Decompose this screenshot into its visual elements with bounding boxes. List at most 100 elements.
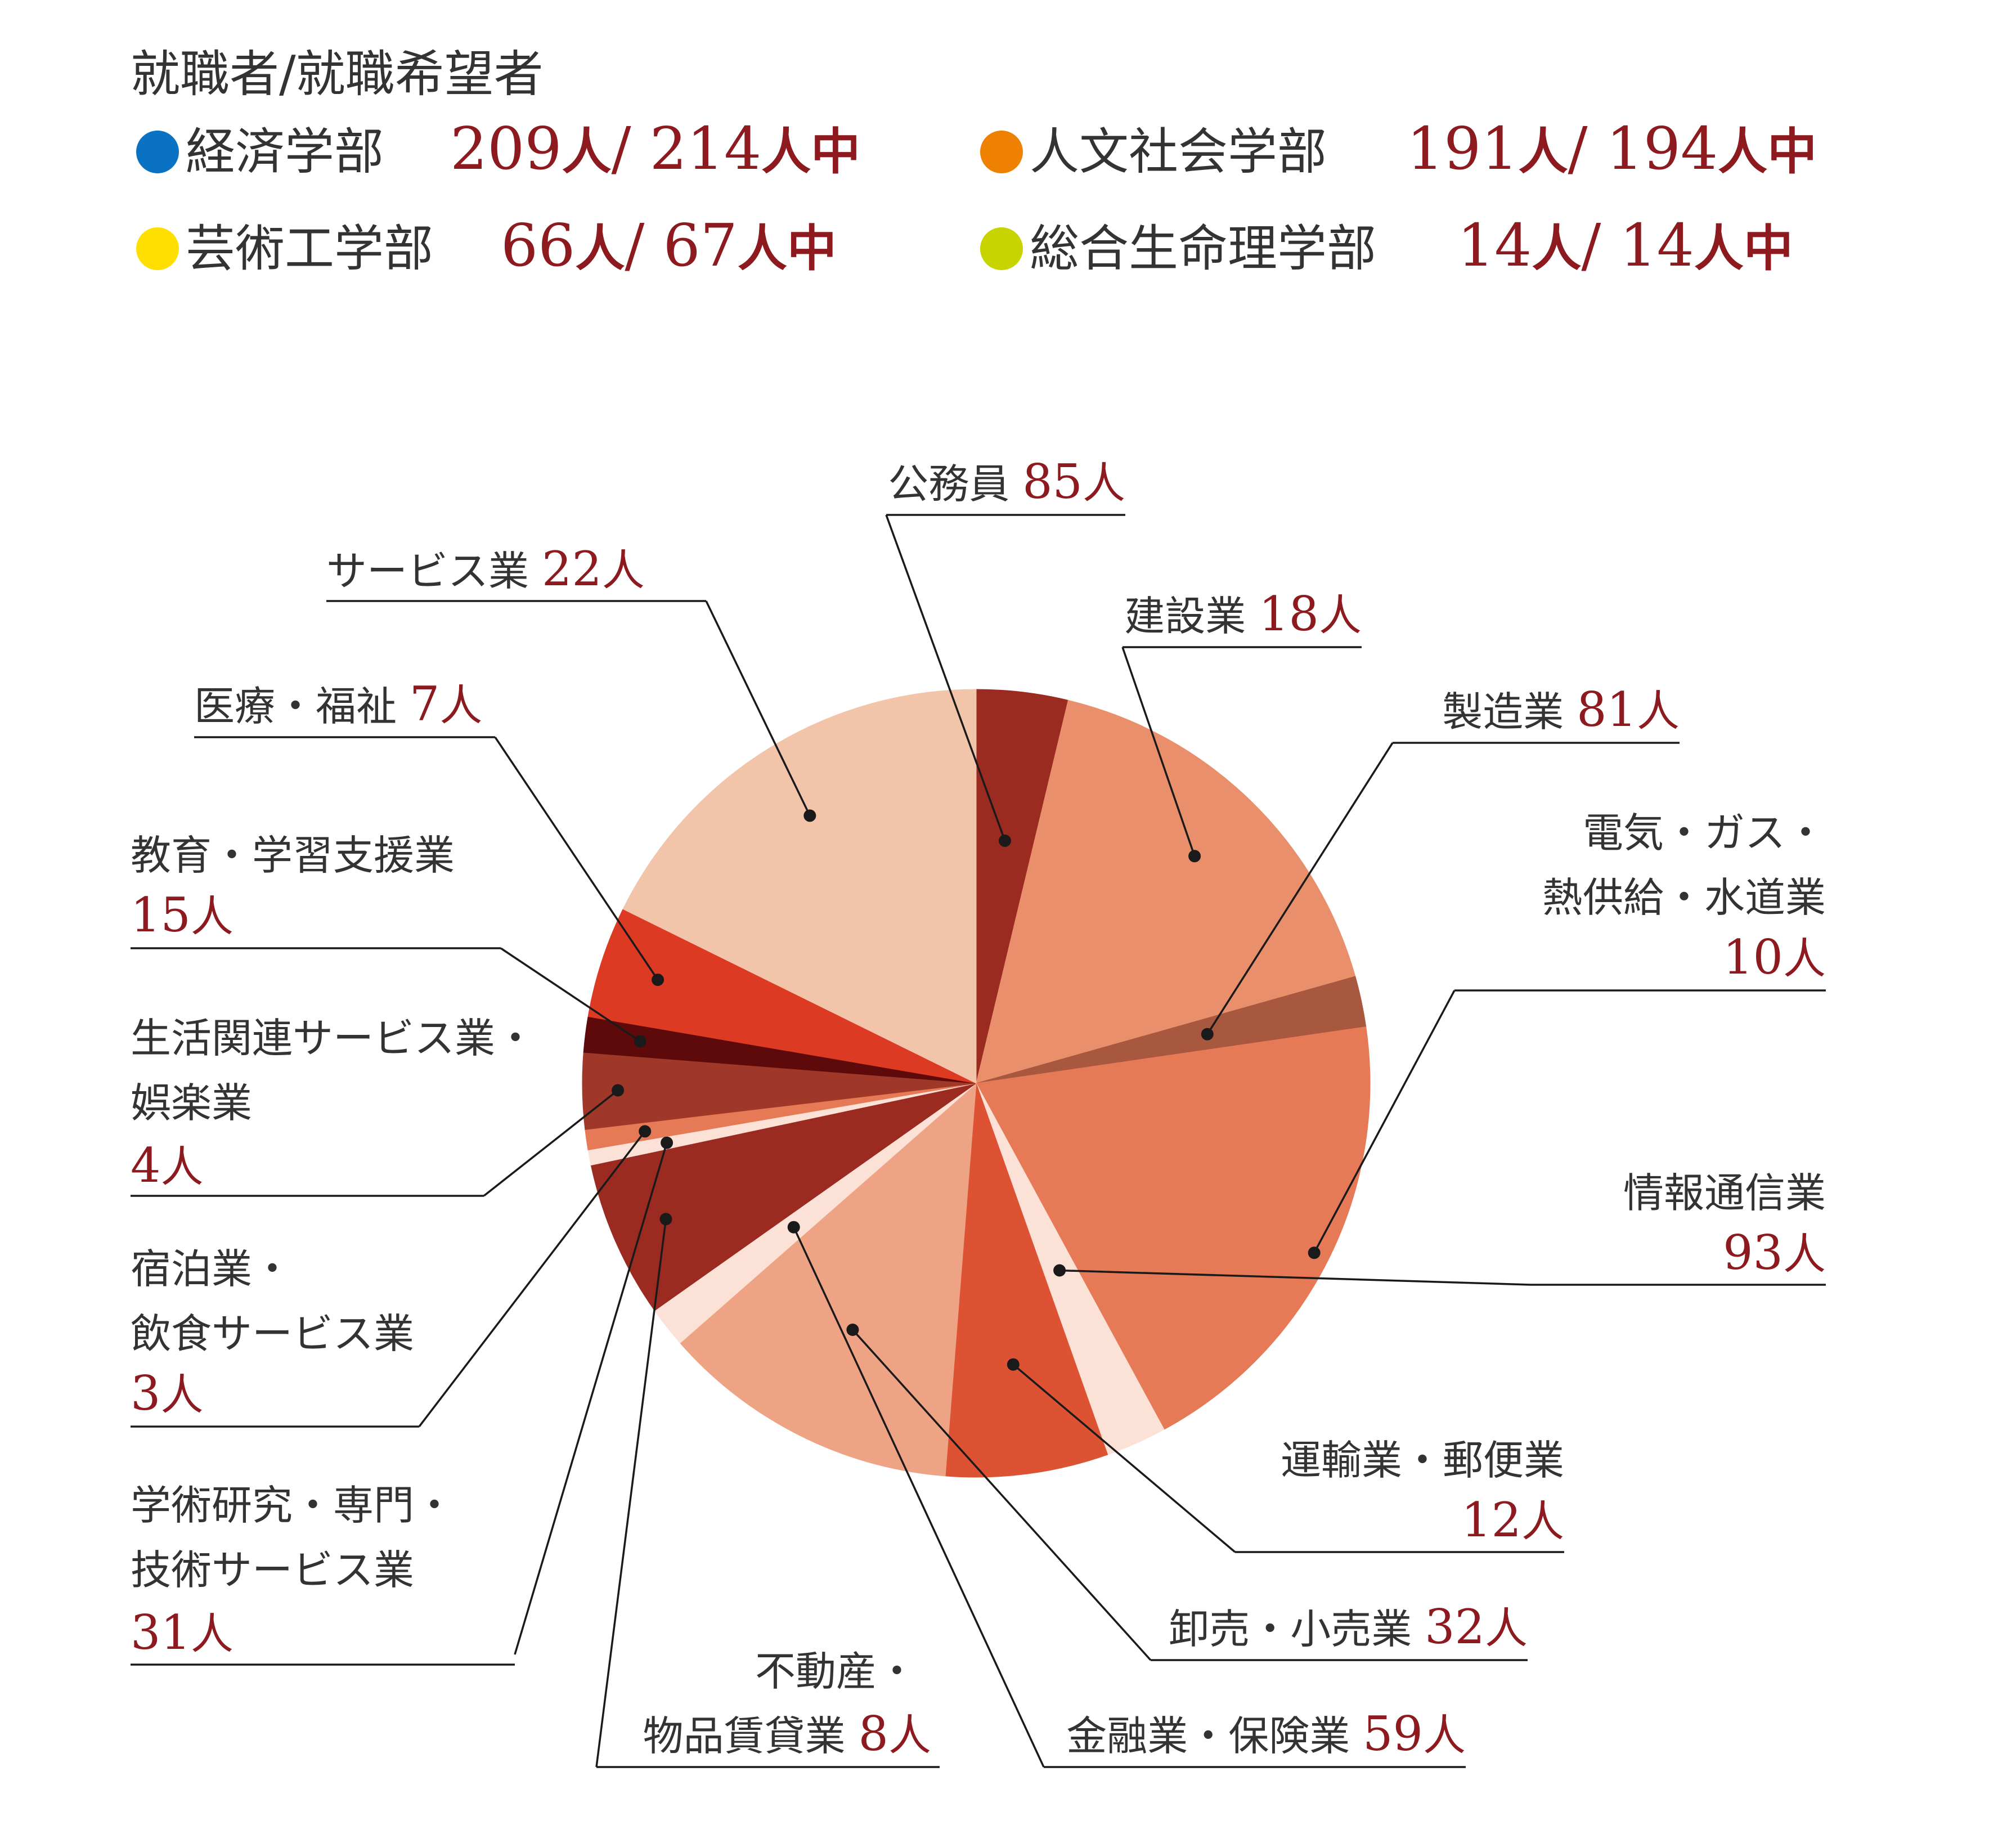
legend-dot-icon [980, 227, 1023, 270]
slice-label-text: 学術研究・専門・ [131, 1482, 455, 1529]
slice-label-text: 飲食サービス業 [131, 1310, 414, 1357]
slice-label: 情報通信業 93人 [1623, 1169, 1826, 1280]
slice-value: 3人 [131, 1366, 203, 1421]
leader-dot-icon [1308, 1246, 1321, 1259]
pie-slice [976, 699, 1356, 1084]
slice-value: 12人 [1461, 1492, 1564, 1548]
slice-label-text: サービス業 22人 [326, 541, 645, 597]
faculty-name: 人文社会学部 [1030, 123, 1327, 181]
leader-dot-icon [659, 1213, 672, 1226]
pie-slice [945, 1083, 1108, 1478]
slice-label-text: 生活関連サービス業・ [131, 1015, 536, 1062]
leader-line [1012, 1364, 1236, 1553]
pie-slice [622, 689, 977, 1084]
leader-dot-icon [1201, 1028, 1214, 1041]
leader-line [418, 1131, 646, 1428]
leader-dot-icon [634, 1035, 646, 1048]
slice-label-text: 物品賃貸業 8人 [643, 1706, 931, 1761]
faculty-name: 総合生命理学部 [1030, 219, 1376, 277]
leader-line [514, 1142, 668, 1655]
leader-line [852, 1329, 1152, 1661]
slice-label: 運輸業・郵便業 12人 [1281, 1437, 1564, 1548]
faculty-count: 209人/ 214人中 [450, 114, 860, 183]
faculty-name: 経済学部 [186, 123, 384, 181]
slice-label-text: 不動産・ [755, 1648, 917, 1695]
slice-label-text: 娯楽業 [131, 1079, 252, 1127]
slice-label: 教育・学習支援業 15人 [131, 832, 455, 943]
slice-label: 学術研究・専門・技術サービス業 31人 [131, 1482, 455, 1660]
slice-label-text: 公務員 85人 [888, 454, 1125, 509]
leader-dot-icon [1053, 1264, 1066, 1277]
slice-label-text: 熱供給・水道業 [1542, 874, 1826, 921]
slice-label: 電気・ガス・熱供給・水道業 10人 [1542, 809, 1826, 985]
faculty-legend-item: 経済学部 209人/ 214人中 [136, 114, 860, 183]
slice-value: 15人 [131, 887, 234, 943]
pie-slice [976, 1026, 1371, 1430]
slice-label-text: 建設業 18人 [1124, 586, 1362, 642]
leader-line [494, 737, 659, 981]
faculty-count: 66人/ 67人中 [501, 211, 837, 280]
pie-slice [587, 908, 977, 1084]
leader-line [1206, 742, 1394, 1035]
slice-label: 生活関連サービス業・娯楽業 4人 [131, 1015, 536, 1193]
leader-line [483, 1089, 619, 1197]
slice-label-text: 教育・学習支援業 [131, 832, 455, 879]
legend-dot-icon [136, 131, 179, 173]
leader-line [885, 514, 1006, 841]
slice-label-text: 情報通信業 [1623, 1169, 1826, 1217]
leader-dot-icon [661, 1136, 674, 1149]
faculty-legend-item: 総合生命理学部 14人/ 14人中 [980, 211, 1793, 280]
slice-label-text: 電気・ガス・ [1583, 809, 1826, 857]
leader-dot-icon [639, 1125, 652, 1138]
slice-label-text: 医療・福祉 7人 [194, 676, 482, 732]
leader-line [793, 1226, 1045, 1768]
leader-dot-icon [846, 1324, 859, 1336]
faculty-count: 191人/ 194人中 [1407, 114, 1817, 183]
legend-dot-icon [136, 227, 179, 270]
faculty-legend-item: 芸術工学部 66人/ 67人中 [136, 211, 837, 280]
leader-dot-icon [999, 835, 1011, 847]
leader-dot-icon [1007, 1358, 1020, 1371]
slice-label: 卸売・小売業 32人 [1169, 1599, 1528, 1654]
slice-label: 金融業・保険業 59人 [1066, 1706, 1466, 1761]
pie-chart [582, 689, 1371, 1478]
slice-label-text: 卸売・小売業 32人 [1169, 1599, 1528, 1654]
legend-dot-icon [980, 131, 1023, 173]
leader-line [500, 947, 641, 1042]
leader-dot-icon [1188, 850, 1201, 863]
slice-label: 不動産・物品賃貸業 8人 [643, 1648, 931, 1761]
chart-header: 就職者/就職希望者 [131, 45, 544, 103]
slice-label: 宿泊業・飲食サービス業 3人 [131, 1245, 414, 1421]
leader-lines [131, 514, 1826, 1768]
leader-line [1121, 647, 1196, 857]
faculty-name: 芸術工学部 [186, 219, 433, 277]
leader-dot-icon [787, 1221, 800, 1234]
leader-line [1313, 990, 1456, 1254]
slice-value: 93人 [1723, 1225, 1826, 1280]
pie-slice [680, 1082, 977, 1477]
slice-label-text: 運輸業・郵便業 [1281, 1437, 1564, 1484]
slice-label: 公務員 85人 [888, 454, 1125, 509]
leader-line [705, 600, 811, 817]
slice-value: 31人 [131, 1605, 234, 1660]
leader-line [1059, 1269, 1531, 1286]
slice-label: 建設業 18人 [1124, 586, 1362, 642]
slice-label-text: 宿泊業・ [131, 1245, 293, 1293]
slice-label-text: 金融業・保険業 59人 [1066, 1706, 1466, 1761]
slice-label: 製造業 81人 [1442, 682, 1680, 737]
leader-line [595, 1219, 667, 1768]
slice-label-text: 技術サービス業 [131, 1546, 414, 1594]
faculty-count: 14人/ 14人中 [1457, 211, 1793, 280]
leader-dot-icon [803, 809, 816, 822]
slice-value: 10人 [1723, 930, 1826, 985]
slice-label: サービス業 22人 [326, 541, 645, 597]
slice-label: 医療・福祉 7人 [194, 676, 482, 732]
slice-label-text: 製造業 81人 [1442, 682, 1680, 737]
leader-dot-icon [612, 1084, 625, 1097]
faculty-legend-item: 人文社会学部 191人/ 194人中 [980, 114, 1817, 183]
pie-slice [590, 1083, 977, 1311]
chart-title: 就職者/就職希望者 [131, 45, 544, 103]
slice-value: 4人 [131, 1138, 203, 1193]
